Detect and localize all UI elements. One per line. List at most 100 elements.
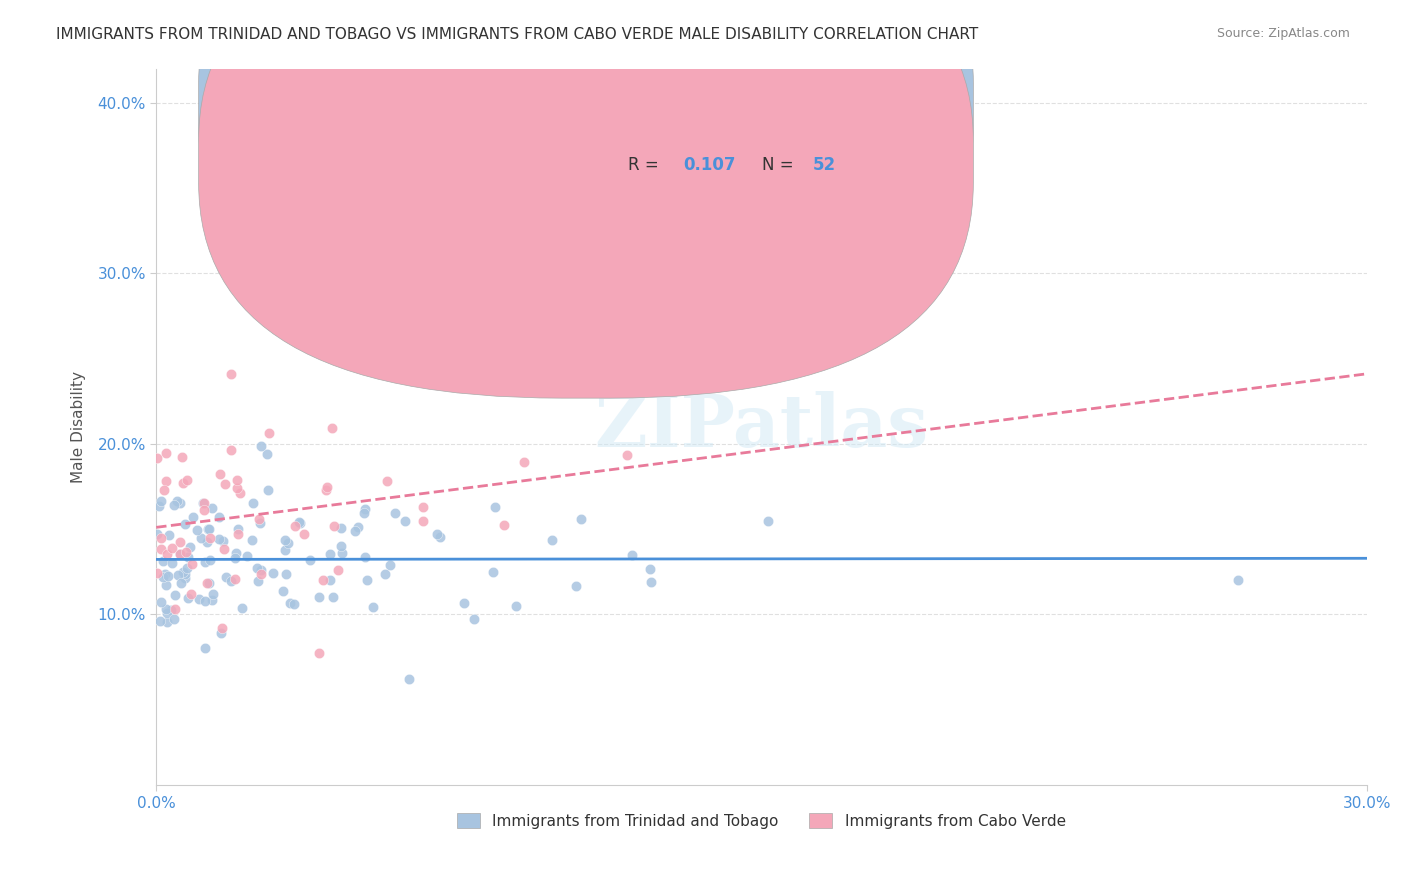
Point	[155, 446, 177, 460]
Point	[315, 483, 337, 497]
Point	[353, 506, 375, 520]
Text: 0.107: 0.107	[683, 156, 735, 174]
Point	[640, 575, 662, 590]
Point	[194, 640, 217, 655]
Point	[375, 474, 398, 488]
Point	[208, 467, 231, 481]
Point	[453, 596, 475, 610]
Point	[156, 606, 179, 620]
Point	[756, 514, 779, 528]
Point	[162, 556, 184, 570]
Point	[179, 540, 201, 554]
Point	[226, 522, 249, 536]
Text: -0.075: -0.075	[683, 92, 742, 110]
Point	[209, 626, 232, 640]
Point	[170, 576, 193, 591]
Point	[146, 450, 169, 465]
Point	[169, 535, 191, 549]
Point	[225, 546, 247, 560]
Point	[170, 450, 193, 464]
Point	[146, 527, 169, 541]
Point	[176, 473, 198, 487]
Point	[172, 475, 194, 490]
Point	[308, 646, 330, 660]
Point	[163, 612, 186, 626]
Point	[208, 510, 231, 524]
Point	[194, 594, 217, 608]
Point	[173, 566, 195, 581]
Point	[176, 561, 198, 575]
Point	[247, 512, 270, 526]
Point	[215, 570, 238, 584]
Point	[169, 496, 191, 510]
Point	[235, 549, 257, 563]
Point	[191, 496, 214, 510]
Text: IMMIGRANTS FROM TRINIDAD AND TOBAGO VS IMMIGRANTS FROM CABO VERDE MALE DISABILIT: IMMIGRANTS FROM TRINIDAD AND TOBAGO VS I…	[56, 27, 979, 42]
Point	[224, 572, 246, 586]
Point	[378, 558, 401, 573]
Point	[569, 512, 592, 526]
Point	[174, 544, 197, 558]
Point	[505, 599, 527, 614]
Point	[278, 596, 301, 610]
Point	[274, 567, 297, 582]
Point	[294, 526, 316, 541]
Point	[155, 578, 177, 592]
FancyBboxPatch shape	[544, 90, 894, 219]
Text: ZIPatlas: ZIPatlas	[595, 392, 928, 462]
FancyBboxPatch shape	[198, 0, 973, 398]
Point	[384, 506, 406, 520]
Point	[173, 571, 195, 585]
Point	[463, 612, 485, 626]
Point	[149, 614, 172, 628]
Point	[163, 602, 186, 616]
Point	[394, 514, 416, 528]
Point	[257, 483, 280, 497]
Point	[153, 567, 176, 582]
Point	[190, 531, 212, 545]
Point	[152, 554, 174, 568]
Point	[344, 524, 367, 539]
Point	[257, 426, 280, 441]
Point	[318, 547, 340, 561]
Point	[219, 367, 242, 381]
Point	[193, 503, 215, 517]
Point	[288, 516, 311, 531]
Point	[224, 551, 246, 566]
Point	[160, 541, 183, 555]
Point	[201, 592, 224, 607]
Point	[367, 326, 389, 340]
Point	[242, 496, 264, 510]
Point	[363, 600, 385, 615]
Point	[638, 562, 661, 576]
Point	[195, 576, 218, 591]
Point	[616, 448, 638, 462]
Point	[326, 563, 349, 577]
Text: Source: ZipAtlas.com: Source: ZipAtlas.com	[1216, 27, 1350, 40]
Text: 113: 113	[813, 92, 846, 110]
Text: R =: R =	[628, 156, 665, 174]
Point	[319, 573, 342, 587]
Point	[211, 533, 233, 548]
Point	[219, 574, 242, 589]
Point	[155, 548, 177, 562]
Point	[354, 502, 377, 516]
Point	[412, 500, 434, 514]
Point	[153, 483, 176, 498]
Point	[494, 518, 516, 533]
Point	[330, 539, 353, 553]
Point	[150, 541, 173, 556]
Point	[155, 474, 177, 488]
Point	[149, 531, 172, 545]
Point	[298, 553, 321, 567]
Point	[249, 439, 271, 453]
Point	[262, 566, 284, 580]
Point	[159, 603, 181, 617]
Point	[246, 561, 269, 575]
Point	[541, 533, 564, 548]
Point	[148, 500, 170, 514]
Point	[193, 496, 215, 510]
Point	[1226, 574, 1249, 588]
FancyBboxPatch shape	[198, 0, 973, 341]
Legend: Immigrants from Trinidad and Tobago, Immigrants from Cabo Verde: Immigrants from Trinidad and Tobago, Imm…	[451, 806, 1071, 835]
